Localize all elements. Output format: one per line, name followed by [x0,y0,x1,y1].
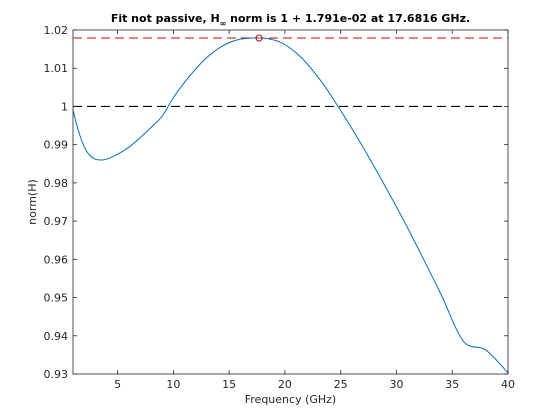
series-layer [72,37,509,374]
reference-lines [73,37,508,107]
marker-layer [255,34,263,42]
x-tick-label-5: 5 [114,378,121,391]
y-tick-label-1: 0.94 [44,330,69,343]
y-tick-label-0: 0.93 [44,368,69,381]
plot-frame [72,29,509,375]
y-tick-label-6: 0.99 [44,139,69,152]
x-tick-label-20: 20 [278,378,292,391]
y-axis-label: norm(H) [26,179,39,225]
x-tick-label-30: 30 [389,378,403,391]
y-tick-label-5: 0.98 [44,177,69,190]
y-tick-label-8: 1.01 [44,62,69,75]
y-tick-label-2: 0.95 [44,292,69,305]
x-tick-label-15: 15 [222,378,236,391]
x-tick-label-40: 40 [501,378,515,391]
y-tick-label-7: 1 [61,100,68,113]
x-tick-label-35: 35 [445,378,459,391]
series-line-1 [72,37,509,374]
y-tick-label-3: 0.96 [44,253,69,266]
peak-marker [255,34,263,42]
y-tick-label-4: 0.97 [44,215,69,228]
title-post: norm is 1 + 1.791e-02 at 17.6816 GHz. [226,12,470,25]
chart-title: Fit not passive, H∞ norm is 1 + 1.791e-0… [111,12,470,28]
x-axis-label: Frequency (GHz) [245,393,336,406]
ticks: 5 10 15 20 25 30 35 40 0.93 0.94 0.95 0.96 0.97 0.98 0… [44,24,516,391]
title-pre: Fit not passive, H [111,12,220,25]
title-sub: ∞ [220,19,227,28]
y-tick-label-9: 1.02 [44,24,69,37]
plot-area [73,30,508,374]
x-tick-label-10: 10 [166,378,180,391]
x-tick-label-25: 25 [334,378,348,391]
